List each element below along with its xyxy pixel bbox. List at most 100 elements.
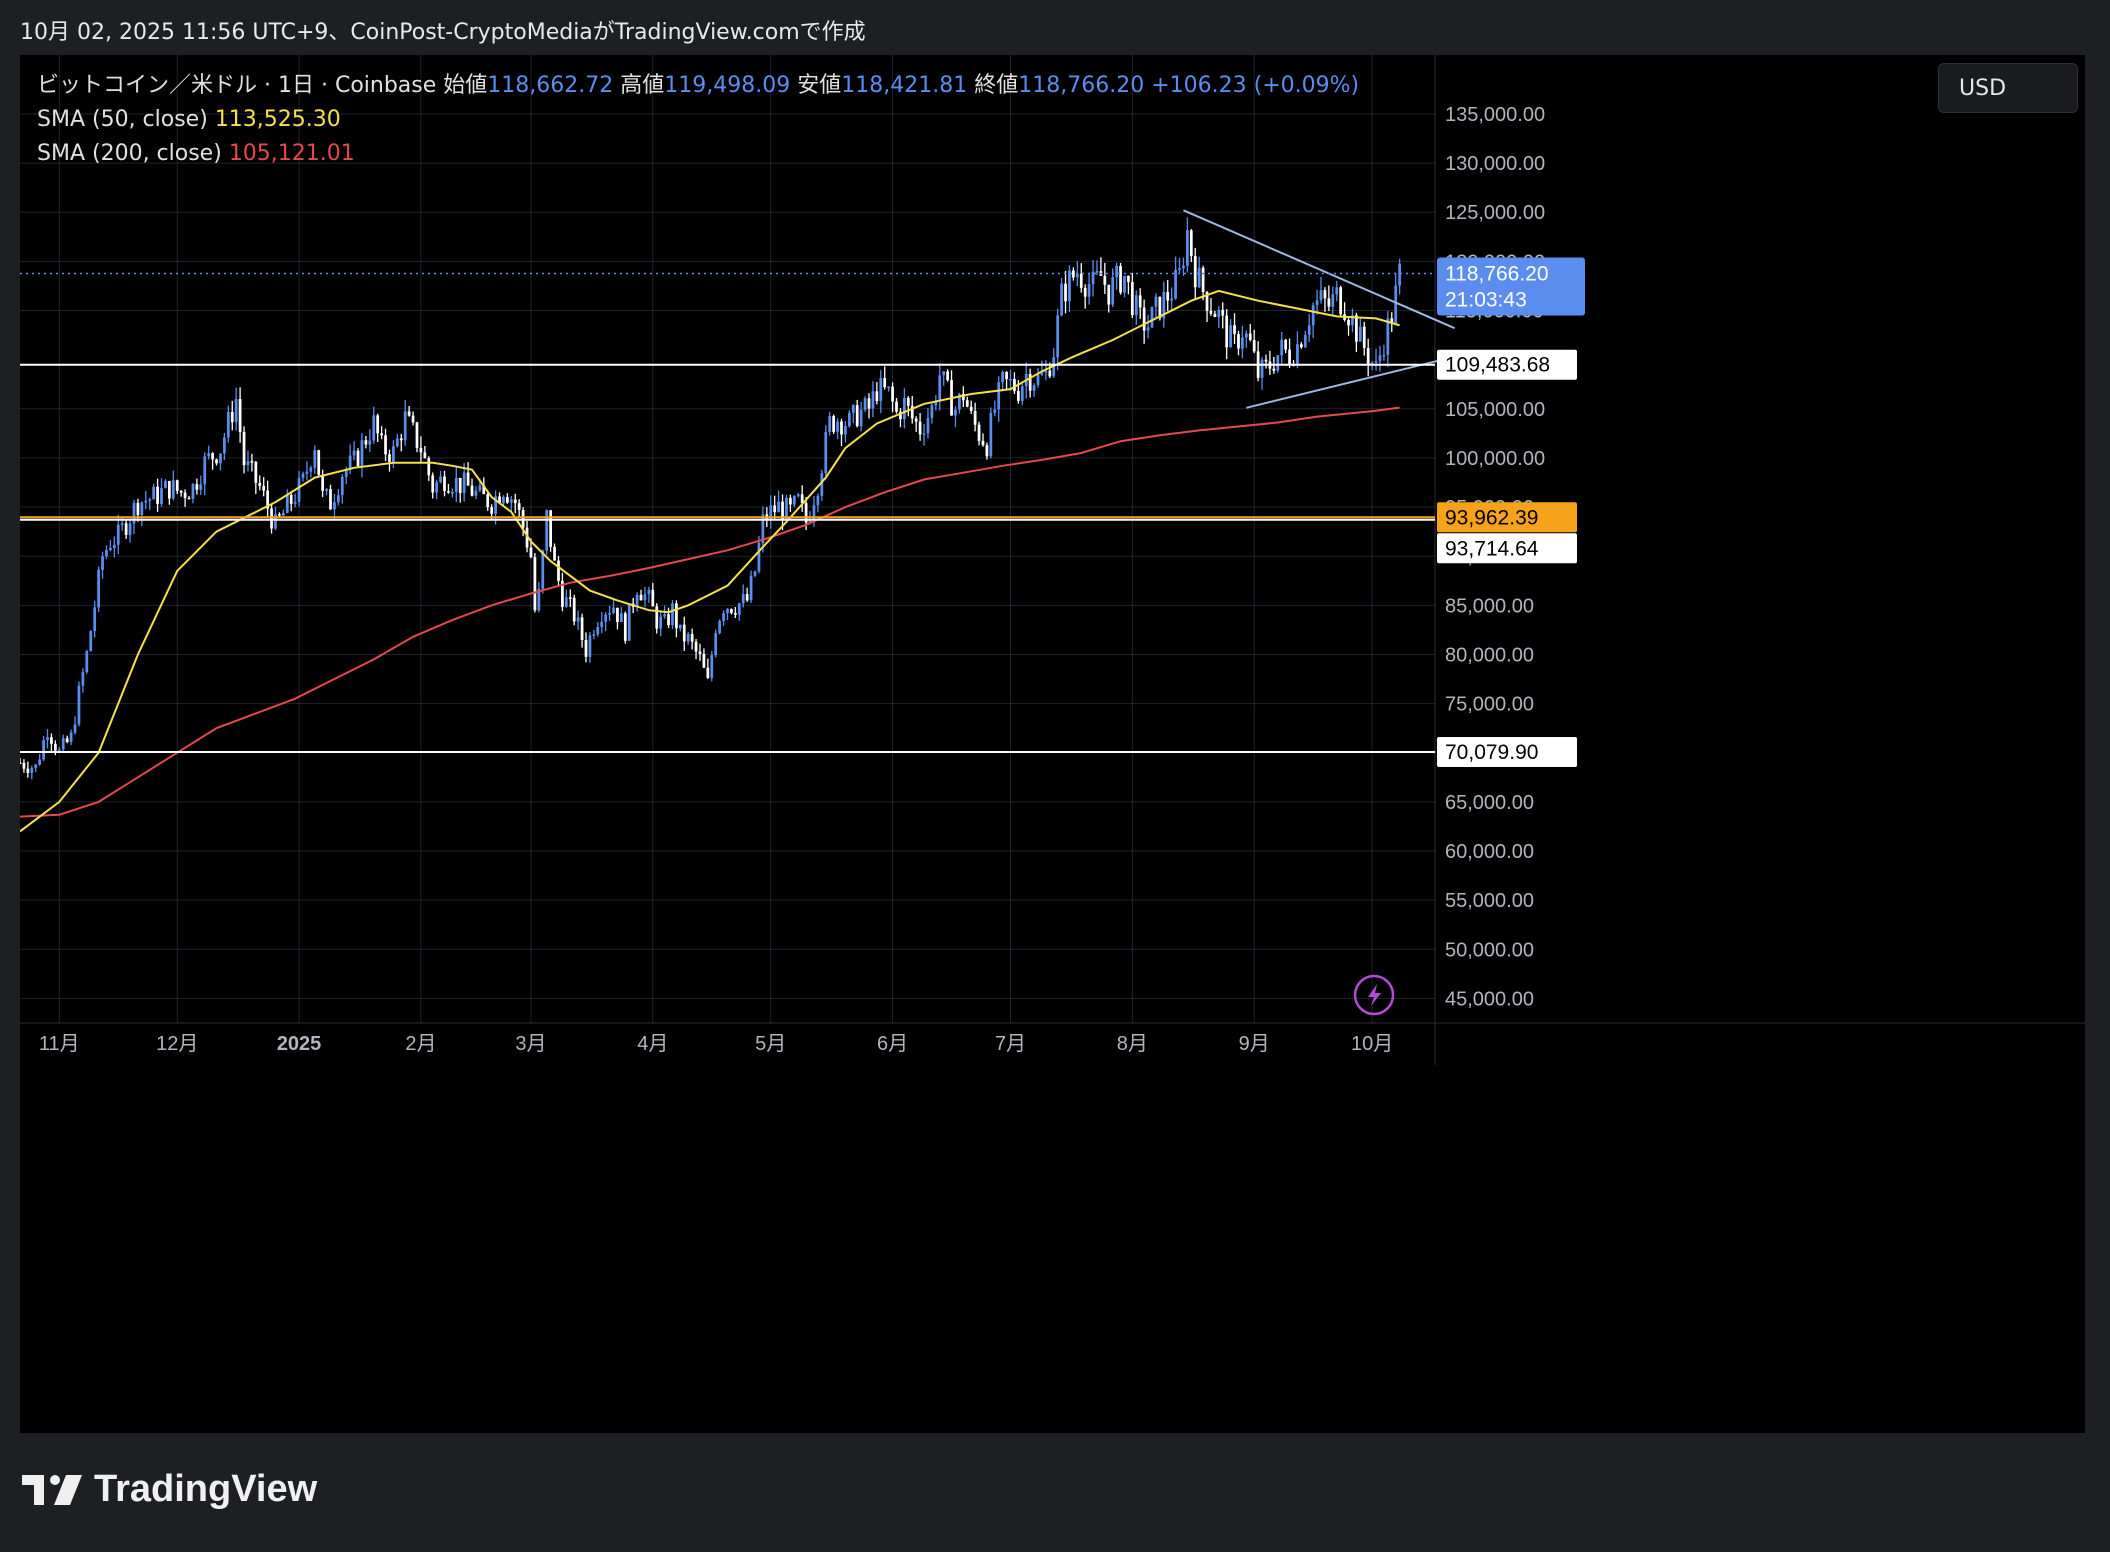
candle-body-down bbox=[513, 499, 517, 504]
candle-body-up bbox=[435, 482, 439, 493]
candle-body-up bbox=[541, 550, 545, 589]
y-tick-label: 75,000.00 bbox=[1445, 694, 1534, 716]
candle-body-up bbox=[592, 634, 596, 636]
candle-body-down bbox=[427, 458, 431, 476]
candle-body-up bbox=[847, 412, 851, 426]
sma200-line[interactable] bbox=[20, 406, 1400, 818]
candle-body-down bbox=[20, 762, 22, 765]
currency-button[interactable]: USD bbox=[1938, 63, 2078, 113]
candle-body-down bbox=[655, 606, 659, 629]
candle-body-down bbox=[910, 405, 914, 419]
candle-body-down bbox=[553, 546, 556, 561]
price-level-tag[interactable] bbox=[1437, 736, 1577, 767]
candle-body-up bbox=[116, 524, 120, 545]
candle-body-up bbox=[808, 519, 812, 523]
y-tick-label: 105,000.00 bbox=[1445, 399, 1545, 421]
candle-body-down bbox=[1288, 349, 1291, 365]
candle-body-down bbox=[781, 501, 784, 520]
x-tick-label: 3月 bbox=[515, 1033, 546, 1055]
candle-body-up bbox=[1075, 273, 1079, 278]
candle-body-up bbox=[1020, 386, 1024, 401]
y-tick-label: 55,000.00 bbox=[1445, 890, 1534, 912]
last-price-tag[interactable] bbox=[1437, 257, 1585, 316]
price-level-tag[interactable] bbox=[1437, 533, 1577, 564]
candle-body-down bbox=[167, 481, 171, 499]
candle-body-down bbox=[969, 406, 973, 411]
candle-body-down bbox=[388, 454, 391, 462]
candle-body-up bbox=[761, 514, 765, 543]
candle-body-up bbox=[1185, 230, 1189, 266]
candle-body-up bbox=[199, 484, 203, 490]
candle-body-down bbox=[867, 398, 871, 409]
candle-body-down bbox=[1366, 347, 1370, 365]
candle-body-down bbox=[376, 415, 380, 434]
candle-body-down bbox=[698, 651, 702, 654]
candle-body-up bbox=[368, 440, 372, 445]
candle-body-down bbox=[1347, 319, 1350, 326]
candle-body-up bbox=[462, 472, 466, 494]
candle-body-up bbox=[863, 398, 867, 410]
candle-body-down bbox=[1284, 339, 1288, 350]
candle-body-down bbox=[525, 527, 529, 548]
trendline[interactable] bbox=[1183, 209, 1456, 330]
candle-body-up bbox=[537, 588, 541, 611]
price-level-tag[interactable] bbox=[1437, 502, 1577, 533]
candle-body-down bbox=[447, 491, 450, 493]
candle-body-up bbox=[1174, 269, 1177, 299]
candle-body-up bbox=[1311, 305, 1315, 326]
plot-area[interactable] bbox=[20, 55, 1435, 1023]
legend-ohlc-row: ビットコイン／米ドル · 1日 · Coinbase 始値118,662.72 … bbox=[37, 69, 1359, 103]
candle-body-up bbox=[612, 607, 615, 614]
candle-body-down bbox=[895, 401, 898, 412]
candle-body-up bbox=[140, 502, 144, 516]
candle-body-down bbox=[1013, 378, 1016, 392]
candle-body-up bbox=[769, 505, 773, 521]
legend-symbol: ビットコイン／米ドル · 1日 · Coinbase bbox=[37, 73, 437, 98]
candle-body-up bbox=[474, 490, 478, 496]
candle-body-down bbox=[1166, 292, 1170, 301]
candle-body-down bbox=[682, 624, 686, 642]
candle-body-down bbox=[215, 459, 218, 464]
candle-body-up bbox=[902, 397, 906, 420]
candle-body-down bbox=[254, 461, 258, 483]
candle-body-down bbox=[490, 507, 494, 514]
candle-body-down bbox=[616, 607, 619, 623]
candle-body-up bbox=[671, 603, 674, 626]
candle-body-up bbox=[958, 393, 961, 410]
legend-sma50-row[interactable]: SMA (50, close) 113,525.30 bbox=[37, 103, 1359, 137]
x-tick-label: 5月 bbox=[755, 1033, 786, 1055]
candle-body-up bbox=[1378, 355, 1382, 362]
candle-body-down bbox=[1127, 275, 1130, 283]
candle-body-down bbox=[1390, 318, 1394, 324]
candle-body-up bbox=[77, 685, 81, 725]
candle-body-down bbox=[289, 495, 293, 504]
candle-body-up bbox=[1315, 300, 1319, 306]
candle-body-up bbox=[1036, 374, 1040, 386]
candle-body-up bbox=[246, 461, 250, 466]
price-level-tag-label: 93,962.39 bbox=[1445, 506, 1538, 529]
tradingview-brand[interactable]: TradingView bbox=[22, 1468, 317, 1511]
candle-body-down bbox=[423, 452, 427, 459]
candle-body-up bbox=[926, 418, 930, 434]
chart-frame[interactable]: 135,000.00130,000.00125,000.00120,000.00… bbox=[20, 55, 2085, 1433]
price-level-tag-label: 109,483.68 bbox=[1445, 354, 1550, 377]
candle-body-down bbox=[568, 597, 572, 599]
candle-body-down bbox=[946, 371, 949, 381]
candle-body-up bbox=[608, 613, 611, 615]
candle-body-up bbox=[226, 411, 230, 438]
candle-body-up bbox=[722, 613, 725, 622]
sma50-line[interactable] bbox=[20, 289, 1400, 833]
legend-close-label: 終値 bbox=[974, 73, 1019, 98]
price-chart[interactable]: 135,000.00130,000.00125,000.00120,000.00… bbox=[20, 55, 2085, 1433]
candle-body-down bbox=[1264, 359, 1268, 362]
candle-body-up bbox=[851, 405, 855, 413]
lightning-alert-icon[interactable] bbox=[1353, 974, 1395, 1016]
candle-body-up bbox=[305, 471, 309, 474]
candle-body-down bbox=[1103, 275, 1107, 285]
legend-sma200-row[interactable]: SMA (200, close) 105,121.01 bbox=[37, 137, 1359, 171]
bar-countdown: 21:03:43 bbox=[1445, 289, 1527, 312]
candle-body-down bbox=[875, 391, 879, 401]
candle-body-down bbox=[266, 490, 270, 509]
price-level-tag[interactable] bbox=[1437, 349, 1577, 380]
candle-body-up bbox=[1351, 315, 1354, 326]
